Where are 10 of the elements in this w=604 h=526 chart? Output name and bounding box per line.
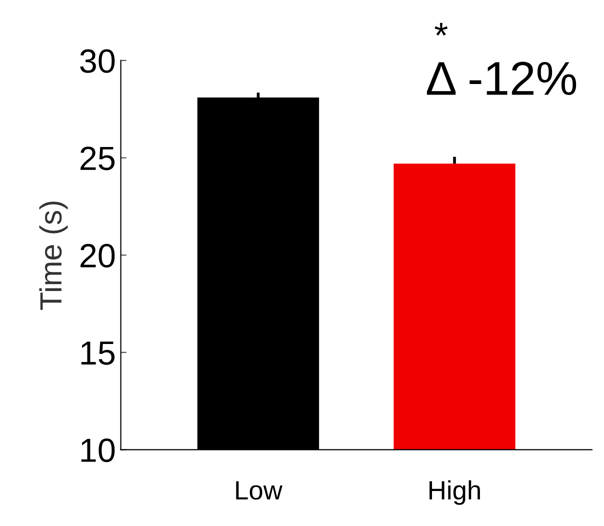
x-tick-label: Low (236, 481, 282, 500)
x-tick-label: High (430, 480, 480, 505)
y-tick-label: 10 (81, 438, 115, 462)
text: * (434, 22, 448, 36)
y-tick-label: 20 (80, 244, 115, 268)
y-tick-label: 15 (81, 342, 115, 365)
y-tick-label: 25 (80, 146, 115, 170)
y-axis-title: Time (s) (39, 202, 68, 310)
annotation: Δ -12% (426, 62, 576, 95)
y-tick-label: 30 (80, 49, 115, 73)
